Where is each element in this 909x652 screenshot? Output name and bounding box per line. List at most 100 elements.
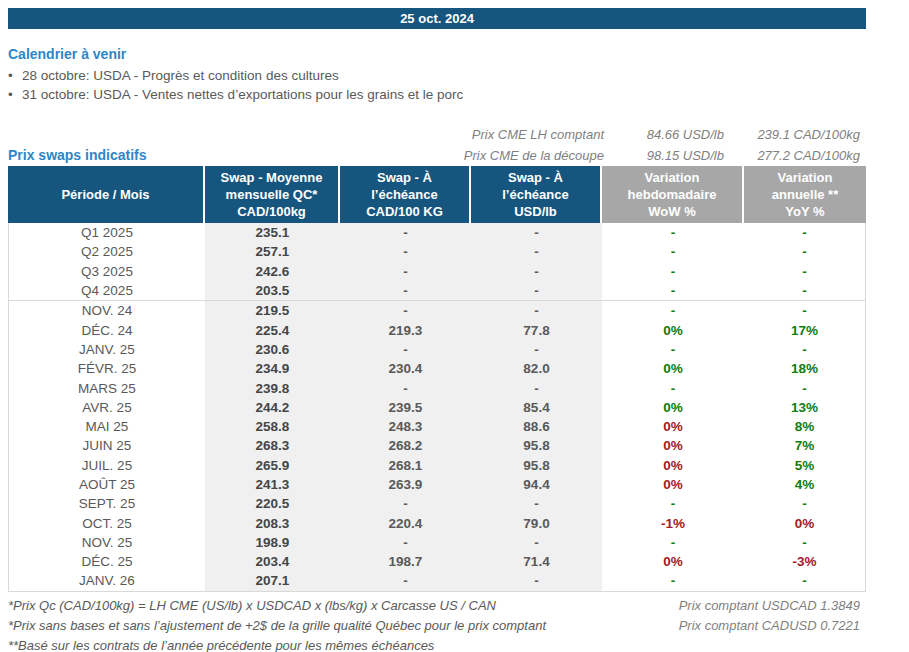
wow-cell: 0%: [602, 359, 744, 378]
calendar-list: • 28 octobre: USDA - Progrès et conditio…: [8, 66, 866, 104]
yoy-cell: -: [744, 571, 865, 590]
period-cell: MAI 25: [9, 417, 205, 436]
yoy-cell: 4%: [744, 475, 865, 494]
period-cell: AOÛT 25: [9, 475, 205, 494]
expiry-usd-cell: 85.4: [471, 398, 602, 417]
period-cell: NOV. 25: [9, 533, 205, 552]
expiry-cad-cell: -: [340, 378, 471, 397]
period-cell: Q4 2025: [9, 281, 205, 300]
fx-rate-cadusd: Prix comptant CADUSD 0.7221: [679, 618, 866, 633]
avg-cell: 203.5: [205, 281, 340, 300]
wow-cell: 0%: [602, 552, 744, 571]
wow-cell: -: [602, 533, 744, 552]
table-row: JUIN 25268.3268.295.80%7%: [9, 436, 865, 455]
period-cell: JUIL. 25: [9, 456, 205, 475]
yoy-cell: 17%: [744, 320, 865, 339]
table-row: Q2 2025257.1----: [9, 242, 865, 261]
calendar-item-text: 28 octobre: USDA - Progrès et condition …: [22, 66, 339, 85]
period-cell: NOV. 24: [9, 301, 205, 320]
table-row: Q4 2025203.5----: [9, 281, 865, 301]
wow-cell: -: [602, 301, 744, 320]
expiry-usd-cell: -: [471, 571, 602, 590]
avg-cell: 219.5: [205, 301, 340, 320]
wow-cell: 0%: [602, 320, 744, 339]
yoy-cell: 7%: [744, 436, 865, 455]
yoy-cell: 18%: [744, 359, 865, 378]
expiry-cad-cell: -: [340, 262, 471, 281]
avg-cell: 207.1: [205, 571, 340, 590]
avg-cell: 225.4: [205, 320, 340, 339]
date-bar: 25 oct. 2024: [8, 8, 866, 29]
table-row: DÉC. 24225.4219.377.80%17%: [9, 320, 865, 339]
table-row: OCT. 25208.3220.479.0-1%0%: [9, 513, 865, 532]
expiry-cad-cell: 198.7: [340, 552, 471, 571]
report-date: 25 oct. 2024: [400, 11, 474, 26]
avg-cell: 198.9: [205, 533, 340, 552]
period-cell: JUIN 25: [9, 436, 205, 455]
period-cell: Q1 2025: [9, 223, 205, 242]
period-cell: SEPT. 25: [9, 494, 205, 513]
period-cell: JANV. 26: [9, 571, 205, 590]
avg-cell: 268.3: [205, 436, 340, 455]
expiry-usd-cell: 95.8: [471, 456, 602, 475]
table-row: FÉVR. 25234.9230.482.00%18%: [9, 359, 865, 378]
expiry-usd-cell: 79.0: [471, 513, 602, 532]
period-cell: OCT. 25: [9, 513, 205, 532]
table-body: Q1 2025235.1----Q2 2025257.1----Q3 20252…: [8, 223, 866, 592]
cme-quote-usd: 84.66 USD/lb: [604, 127, 724, 142]
expiry-usd-cell: 95.8: [471, 436, 602, 455]
expiry-usd-cell: 77.8: [471, 320, 602, 339]
wow-cell: -: [602, 340, 744, 359]
expiry-usd-cell: 82.0: [471, 359, 602, 378]
expiry-usd-cell: -: [471, 378, 602, 397]
period-cell: DÉC. 25: [9, 552, 205, 571]
wow-cell: 0%: [602, 398, 744, 417]
cme-quote-label: Prix CME LH comptant: [8, 127, 604, 142]
wow-cell: -: [602, 242, 744, 261]
wow-cell: -1%: [602, 513, 744, 532]
yoy-cell: -: [744, 340, 865, 359]
avg-cell: 235.1: [205, 223, 340, 242]
yoy-cell: -: [744, 262, 865, 281]
table-row: JANV. 26207.1----: [9, 571, 865, 590]
period-cell: JANV. 25: [9, 340, 205, 359]
expiry-usd-cell: -: [471, 340, 602, 359]
wow-cell: 0%: [602, 456, 744, 475]
cme-quotes: Prix CME LH comptant 84.66 USD/lb 239.1 …: [8, 121, 866, 163]
yoy-cell: 8%: [744, 417, 865, 436]
expiry-cad-cell: -: [340, 340, 471, 359]
avg-cell: 257.1: [205, 242, 340, 261]
table-row: Q3 2025242.6----: [9, 262, 865, 281]
wow-cell: -: [602, 571, 744, 590]
avg-cell: 208.3: [205, 513, 340, 532]
avg-cell: 241.3: [205, 475, 340, 494]
cme-quote-cad: 239.1 CAD/100kg: [724, 127, 866, 142]
table-row: Q1 2025235.1----: [9, 223, 865, 242]
expiry-cad-cell: 268.1: [340, 456, 471, 475]
calendar-item: • 28 octobre: USDA - Progrès et conditio…: [8, 66, 866, 85]
table-row: AVR. 25244.2239.585.40%13%: [9, 398, 865, 417]
table-row: MAI 25258.8248.388.60%8%: [9, 417, 865, 436]
table-row: DÉC. 25203.4198.771.40%-3%: [9, 552, 865, 571]
avg-cell: 242.6: [205, 262, 340, 281]
expiry-cad-cell: -: [340, 301, 471, 320]
yoy-cell: -3%: [744, 552, 865, 571]
column-header-swap-monthly-avg: Swap - Moyenne mensuelle QC* CAD/100kg: [205, 166, 340, 223]
expiry-usd-cell: 94.4: [471, 475, 602, 494]
expiry-cad-cell: 219.3: [340, 320, 471, 339]
expiry-cad-cell: 268.2: [340, 436, 471, 455]
column-header-period: Période / Mois: [8, 166, 205, 223]
wow-cell: 0%: [602, 475, 744, 494]
avg-cell: 234.9: [205, 359, 340, 378]
expiry-cad-cell: 230.4: [340, 359, 471, 378]
cme-quote-usd: 98.15 USD/lb: [604, 148, 724, 163]
yoy-cell: 13%: [744, 398, 865, 417]
yoy-cell: -: [744, 242, 865, 261]
footnote-row: *Prix sans bases et sans l’ajustement de…: [8, 616, 866, 636]
footnote-text: *Prix sans bases et sans l’ajustement de…: [8, 618, 679, 633]
table-row: JUIL. 25265.9268.195.80%5%: [9, 456, 865, 475]
footnote-text: *Prix Qc (CAD/100kg) = LH CME (US/lb) x …: [8, 598, 679, 613]
yoy-cell: -: [744, 533, 865, 552]
wow-cell: 0%: [602, 436, 744, 455]
avg-cell: 203.4: [205, 552, 340, 571]
